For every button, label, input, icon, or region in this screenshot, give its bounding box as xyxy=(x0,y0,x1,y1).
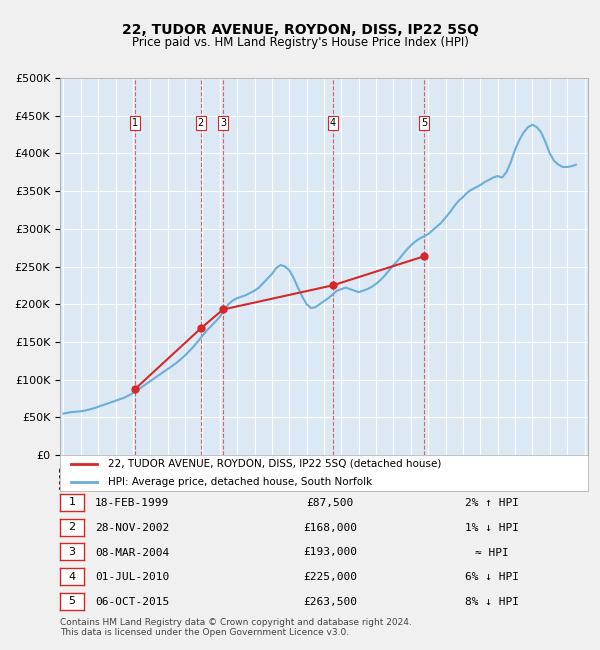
Text: £225,000: £225,000 xyxy=(303,572,357,582)
Text: 22, TUDOR AVENUE, ROYDON, DISS, IP22 5SQ: 22, TUDOR AVENUE, ROYDON, DISS, IP22 5SQ xyxy=(122,23,478,37)
Text: 1: 1 xyxy=(68,497,76,508)
Text: 4: 4 xyxy=(329,118,336,128)
Text: 1: 1 xyxy=(132,118,138,128)
Text: 5: 5 xyxy=(421,118,427,128)
Text: 2: 2 xyxy=(68,522,76,532)
Text: 28-NOV-2002: 28-NOV-2002 xyxy=(95,523,169,533)
Text: Price paid vs. HM Land Registry's House Price Index (HPI): Price paid vs. HM Land Registry's House … xyxy=(131,36,469,49)
Text: 2: 2 xyxy=(198,118,204,128)
Text: 3: 3 xyxy=(220,118,226,128)
Text: Contains HM Land Registry data © Crown copyright and database right 2024.
This d: Contains HM Land Registry data © Crown c… xyxy=(60,618,412,637)
Text: £193,000: £193,000 xyxy=(303,547,357,558)
Text: 3: 3 xyxy=(68,547,76,557)
Text: ≈ HPI: ≈ HPI xyxy=(475,547,509,558)
Text: 06-OCT-2015: 06-OCT-2015 xyxy=(95,597,169,607)
Text: HPI: Average price, detached house, South Norfolk: HPI: Average price, detached house, Sout… xyxy=(107,477,372,487)
Text: 01-JUL-2010: 01-JUL-2010 xyxy=(95,572,169,582)
Text: 22, TUDOR AVENUE, ROYDON, DISS, IP22 5SQ (detached house): 22, TUDOR AVENUE, ROYDON, DISS, IP22 5SQ… xyxy=(107,459,441,469)
Text: 6% ↓ HPI: 6% ↓ HPI xyxy=(465,572,519,582)
Text: 8% ↓ HPI: 8% ↓ HPI xyxy=(465,597,519,607)
Text: 2% ↑ HPI: 2% ↑ HPI xyxy=(465,498,519,508)
Text: 08-MAR-2004: 08-MAR-2004 xyxy=(95,547,169,558)
Text: £263,500: £263,500 xyxy=(303,597,357,607)
Text: £87,500: £87,500 xyxy=(307,498,353,508)
Text: 1% ↓ HPI: 1% ↓ HPI xyxy=(465,523,519,533)
Text: £168,000: £168,000 xyxy=(303,523,357,533)
Text: 18-FEB-1999: 18-FEB-1999 xyxy=(95,498,169,508)
Text: 5: 5 xyxy=(68,596,76,606)
Text: 4: 4 xyxy=(68,571,76,582)
